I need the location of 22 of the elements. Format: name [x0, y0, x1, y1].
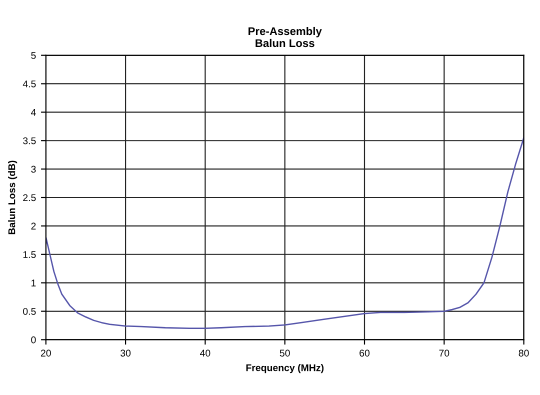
x-tick-label: 40 — [200, 350, 210, 357]
y-tick-label: 3 — [31, 166, 36, 173]
y-tick-label: 4 — [30, 109, 36, 116]
y-tick-label: 2 — [31, 222, 36, 230]
x-tick-label: 50 — [280, 350, 290, 357]
y-tick-label: 1.5 — [23, 251, 36, 258]
y-tick-label: 0.5 — [23, 308, 36, 315]
y-tick-label: 0 — [31, 336, 36, 344]
chart-title: Pre-Assembly Balun Loss — [248, 26, 322, 48]
line-series — [46, 137, 524, 330]
y-tick-label: 5 — [31, 52, 36, 59]
x-tick-label: 80 — [518, 350, 529, 357]
y-axis-title: Balun Loss (dB) — [8, 160, 18, 234]
x-axis-title: Frequency (MHz) — [246, 364, 324, 374]
y-tick-label: 1 — [32, 280, 36, 286]
y-tick-label: 4.5 — [22, 80, 36, 88]
x-tick-label: 70 — [439, 350, 450, 357]
y-tick-label: 2.5 — [23, 194, 36, 202]
y-tick-label: 3.5 — [23, 137, 36, 144]
x-tick-label: 60 — [360, 350, 370, 357]
x-tick-label: 20 — [40, 350, 51, 357]
x-tick-label: 30 — [120, 350, 131, 357]
